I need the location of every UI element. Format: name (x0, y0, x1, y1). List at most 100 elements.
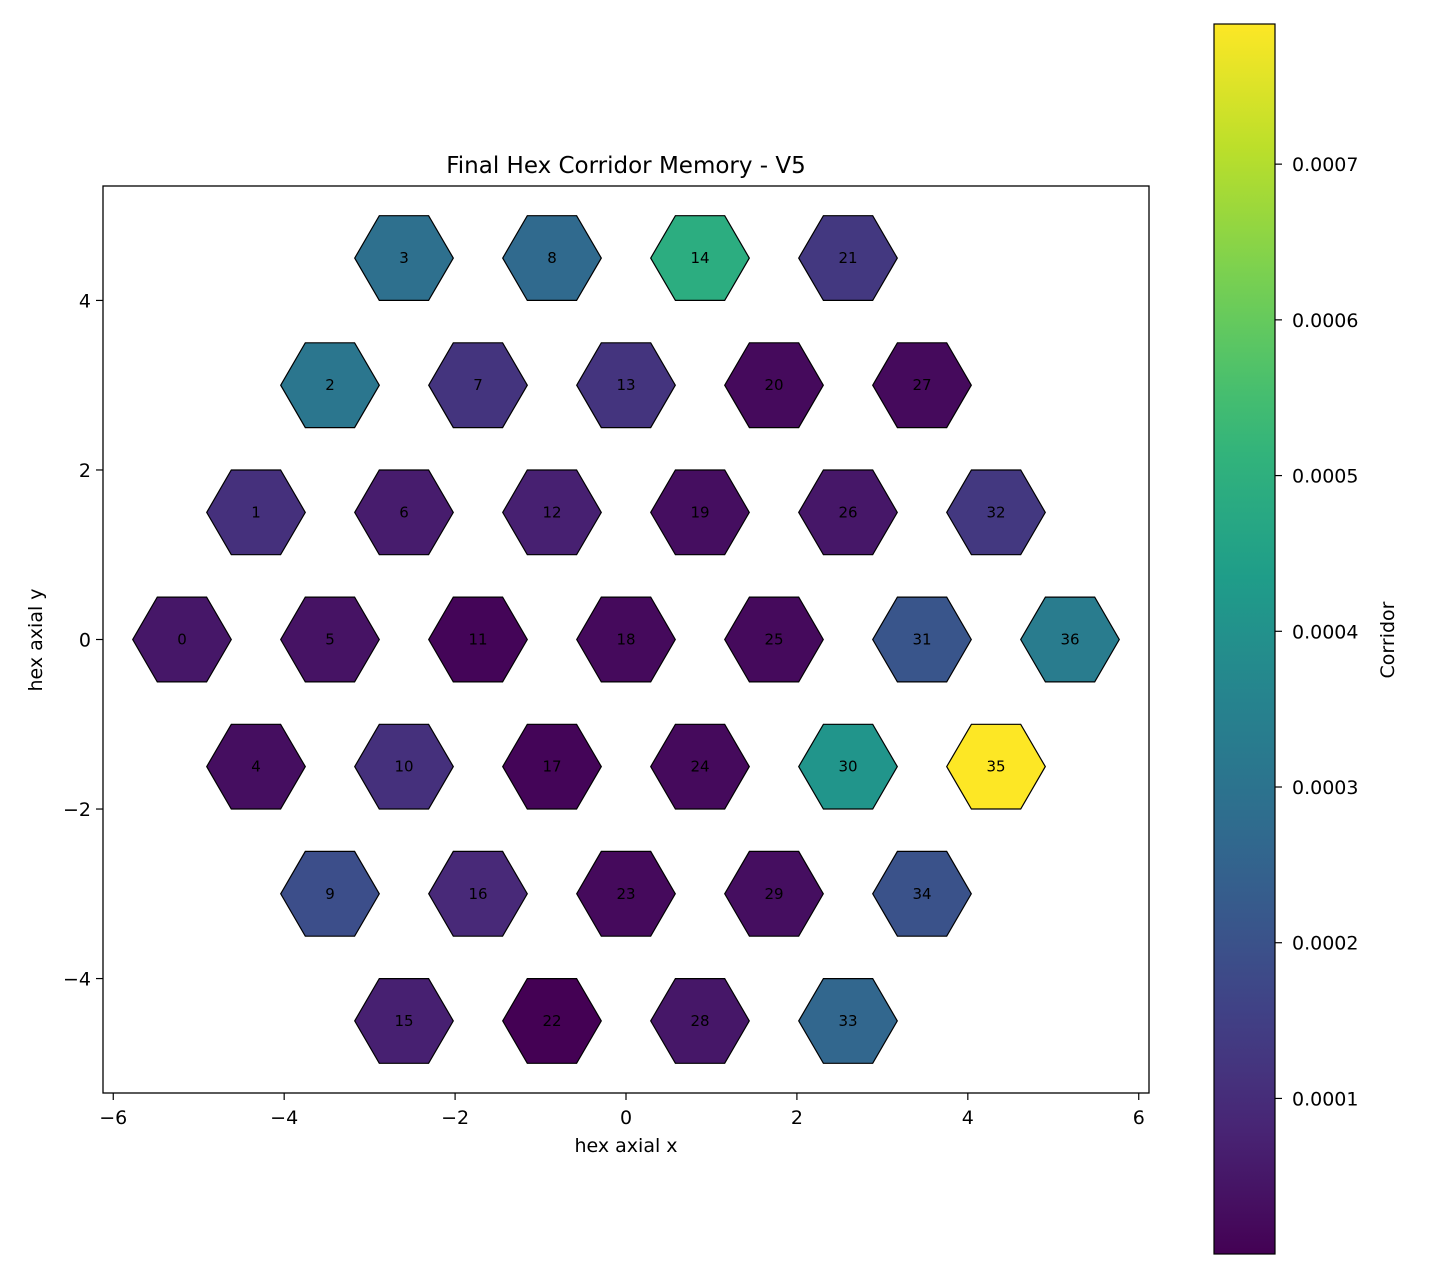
x-axis: −6 −4 −2 0 2 4 6 (99, 1093, 1145, 1129)
x-tick-label: 4 (962, 1107, 974, 1129)
hex-label-24: 24 (690, 758, 709, 776)
hex-cell-6 (354, 469, 454, 556)
hex-label-1: 1 (251, 503, 261, 521)
hex-label-16: 16 (468, 885, 487, 903)
hex-cell-13 (576, 342, 676, 429)
colorbar-ticks: 0.0001 0.0002 0.0003 0.0004 0.0005 0.0006 0.00… (1275, 154, 1358, 1110)
hex-label-22: 22 (542, 1012, 561, 1030)
colorbar-tick-label: 0.0003 (1292, 777, 1358, 799)
hex-label-34: 34 (912, 885, 931, 903)
hex-cell-22 (502, 977, 602, 1064)
hex-cell-31 (872, 596, 972, 683)
x-tick-label: 2 (791, 1107, 803, 1129)
hex-label-9: 9 (325, 885, 335, 903)
hex-cell-10 (354, 723, 454, 810)
hex-cell-17 (502, 723, 602, 810)
hex-label-18: 18 (616, 631, 635, 649)
hex-label-32: 32 (986, 503, 1005, 521)
hex-label-15: 15 (394, 1012, 413, 1030)
hex-label-5: 5 (325, 631, 335, 649)
x-tick-label: 0 (620, 1107, 632, 1129)
x-axis-label: hex axial x (574, 1135, 677, 1157)
x-tick-label: 6 (1133, 1107, 1145, 1129)
hex-label-10: 10 (394, 758, 413, 776)
colorbar (1213, 23, 1276, 1255)
hex-label-25: 25 (764, 631, 783, 649)
x-tick-label: −4 (270, 1107, 298, 1129)
hex-label-28: 28 (690, 1012, 709, 1030)
hex-cell-12 (502, 469, 602, 556)
hex-cell-7 (428, 342, 528, 429)
hex-label-0: 0 (177, 631, 187, 649)
hex-cell-33 (798, 977, 898, 1064)
x-tick-label: −6 (99, 1107, 127, 1129)
hex-label-27: 27 (912, 376, 931, 394)
colorbar-tick-label: 0.0002 (1292, 933, 1358, 955)
hex-cell-34 (872, 850, 972, 937)
hex-label-6: 6 (399, 503, 409, 521)
x-tick-label: −2 (441, 1107, 469, 1129)
y-tick-label: 4 (79, 290, 91, 312)
hex-cell-14 (650, 215, 750, 301)
y-tick-label: 0 (79, 630, 91, 652)
y-tick-label: −2 (63, 799, 91, 821)
hex-cell-2 (280, 342, 380, 429)
hex-cell-36 (1020, 596, 1120, 683)
hex-cell-15 (354, 977, 454, 1064)
hex-label-19: 19 (690, 503, 709, 521)
hex-cell-26 (798, 469, 898, 556)
hex-label-29: 29 (764, 885, 783, 903)
hex-cell-20 (724, 342, 824, 429)
hex-label-3: 3 (399, 249, 409, 267)
hex-label-26: 26 (838, 503, 857, 521)
hex-cell-3 (354, 215, 454, 301)
y-tick-label: −4 (63, 969, 91, 991)
hex-cell-24 (650, 723, 750, 810)
hex-label-2: 2 (325, 376, 335, 394)
hex-label-33: 33 (838, 1012, 857, 1030)
colorbar-tick-label: 0.0005 (1292, 466, 1358, 488)
hex-cell-30 (798, 723, 898, 810)
hex-label-35: 35 (986, 758, 1005, 776)
colorbar-tick-label: 0.0007 (1292, 154, 1358, 176)
chart-title: Final Hex Corridor Memory - V5 (446, 153, 806, 179)
hex-label-30: 30 (838, 758, 857, 776)
hex-cell-9 (280, 850, 380, 937)
hex-label-21: 21 (838, 249, 857, 267)
hex-label-4: 4 (251, 758, 261, 776)
y-axis-label: hex axial y (25, 588, 47, 691)
y-axis: −4 −2 0 2 4 (63, 290, 103, 991)
hex-cell-25 (724, 596, 824, 683)
hex-cell-35 (946, 723, 1046, 810)
hex-cell-28 (650, 977, 750, 1064)
hex-cell-5 (280, 596, 380, 683)
colorbar-tick-label: 0.0001 (1292, 1088, 1358, 1110)
hex-label-20: 20 (764, 376, 783, 394)
colorbar-tick-label: 0.0004 (1292, 621, 1358, 643)
hex-cell-18 (576, 596, 676, 683)
hex-cell-0 (132, 596, 232, 683)
hex-cell-4 (206, 723, 306, 810)
hex-cell-8 (502, 215, 602, 301)
hex-cell-11 (428, 596, 528, 683)
hex-label-11: 11 (468, 631, 487, 649)
hex-cell-27 (872, 342, 972, 429)
hex-cell-16 (428, 850, 528, 937)
hex-cell-29 (724, 850, 824, 937)
colorbar-label: Corridor (1377, 601, 1399, 678)
hex-label-7: 7 (473, 376, 483, 394)
hex-cell-32 (946, 469, 1046, 556)
hex-label-17: 17 (542, 758, 561, 776)
hex-cell-23 (576, 850, 676, 937)
hex-label-8: 8 (547, 249, 557, 267)
hex-cell-1 (206, 469, 306, 556)
hex-label-13: 13 (616, 376, 635, 394)
hex-cell-21 (798, 215, 898, 301)
hex-label-14: 14 (690, 249, 709, 267)
hex-label-23: 23 (616, 885, 635, 903)
y-tick-label: 2 (79, 460, 91, 482)
hex-label-36: 36 (1060, 631, 1079, 649)
